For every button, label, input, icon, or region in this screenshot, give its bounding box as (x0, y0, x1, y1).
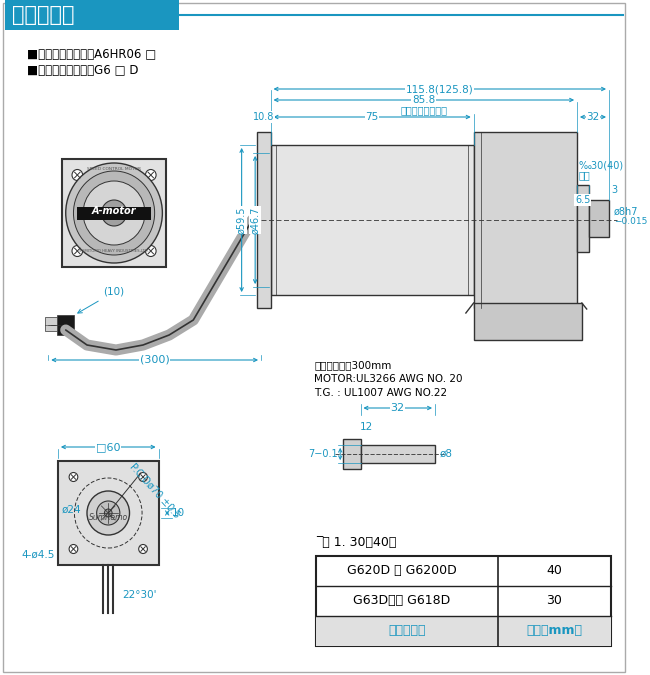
Text: T.G. : UL1007 AWG NO.22: T.G. : UL1007 AWG NO.22 (314, 388, 447, 398)
Text: SUMITOMO HEAVY INDUSTRIES,LTD.: SUMITOMO HEAVY INDUSTRIES,LTD. (79, 249, 149, 253)
Circle shape (138, 545, 148, 554)
Bar (589, 200, 609, 237)
Bar (343, 439, 361, 469)
Circle shape (83, 181, 145, 245)
Text: 115.8(125.8): 115.8(125.8) (406, 84, 474, 94)
Text: 6.5: 6.5 (575, 195, 590, 205)
Text: (300): (300) (140, 355, 170, 365)
Text: ø46.7: ø46.7 (250, 207, 260, 234)
Bar (77, 207, 151, 219)
Text: 10: 10 (172, 508, 185, 518)
Text: 7−0.1: 7−0.1 (309, 449, 338, 459)
Text: SumRemo: SumRemo (88, 512, 128, 522)
Circle shape (109, 208, 119, 218)
Circle shape (138, 472, 148, 481)
Bar (62, 159, 166, 267)
Text: ø8h7: ø8h7 (614, 207, 638, 217)
Text: 40: 40 (547, 564, 562, 578)
Text: 12: 12 (359, 422, 373, 432)
Text: 4-ø4.5: 4-ø4.5 (21, 550, 55, 560)
Bar (257, 132, 270, 308)
Bar (361, 445, 435, 463)
Text: 表１: 表１ (579, 170, 591, 180)
Text: G620D ～ G6200D: G620D ～ G6200D (347, 564, 457, 578)
Circle shape (105, 509, 112, 517)
Text: ø24: ø24 (62, 505, 81, 515)
Circle shape (146, 246, 156, 256)
Text: 3: 3 (611, 185, 617, 195)
Circle shape (146, 169, 156, 180)
Text: P.C.Dø70 ±0.5: P.C.Dø70 ±0.5 (127, 462, 181, 520)
Bar (57, 315, 74, 335)
Text: 30: 30 (547, 595, 562, 608)
Text: −0.015: −0.015 (614, 217, 647, 226)
Text: リード線長さ300mm: リード線長さ300mm (314, 360, 391, 370)
Text: A-motor: A-motor (92, 205, 136, 215)
Text: ø59.5: ø59.5 (237, 207, 246, 234)
Bar (474, 303, 582, 340)
Text: □60: □60 (96, 442, 120, 452)
Text: 85.8: 85.8 (412, 95, 436, 105)
Circle shape (101, 200, 127, 226)
Text: ‾表 1. 30（40）: ‾表 1. 30（40） (316, 535, 396, 549)
Text: ギヤヘッド: ギヤヘッド (388, 624, 426, 637)
Bar (474, 132, 577, 308)
Circle shape (66, 163, 162, 263)
Circle shape (69, 545, 78, 554)
Text: G63D　～ G618D: G63D ～ G618D (354, 595, 450, 608)
Text: 10.8: 10.8 (254, 112, 274, 122)
Circle shape (72, 169, 83, 180)
Text: 32: 32 (586, 112, 599, 122)
Text: （モータ部長さ）: （モータ部長さ） (400, 105, 447, 115)
Text: ■モータ形式　　：A6HR06 □: ■モータ形式 ：A6HR06 □ (27, 48, 156, 61)
Circle shape (69, 472, 78, 481)
Circle shape (97, 501, 120, 525)
Bar (316, 556, 611, 646)
Text: (10): (10) (78, 287, 125, 313)
Text: ギヤモータ: ギヤモータ (12, 5, 74, 25)
Text: 寸法（mm）: 寸法（mm） (526, 624, 582, 637)
Bar (270, 145, 474, 295)
Text: ø8: ø8 (440, 449, 453, 459)
Circle shape (87, 491, 129, 535)
Bar (5, 0, 179, 30)
Text: 75: 75 (365, 112, 379, 122)
Bar (577, 185, 589, 252)
Text: MOTOR:UL3266 AWG NO. 20: MOTOR:UL3266 AWG NO. 20 (314, 374, 463, 384)
Text: ‰30(40): ‰30(40) (579, 160, 624, 170)
Text: ■ギヤヘッド形式：G6 □ D: ■ギヤヘッド形式：G6 □ D (27, 64, 138, 77)
Text: 32: 32 (391, 403, 405, 413)
Text: SPEED CONTROL MOTOR: SPEED CONTROL MOTOR (87, 167, 141, 171)
Text: 22°30': 22°30' (122, 590, 156, 600)
Bar (316, 616, 611, 646)
Bar (46, 317, 57, 331)
Circle shape (73, 171, 155, 255)
Bar (58, 461, 159, 565)
Circle shape (72, 246, 83, 256)
